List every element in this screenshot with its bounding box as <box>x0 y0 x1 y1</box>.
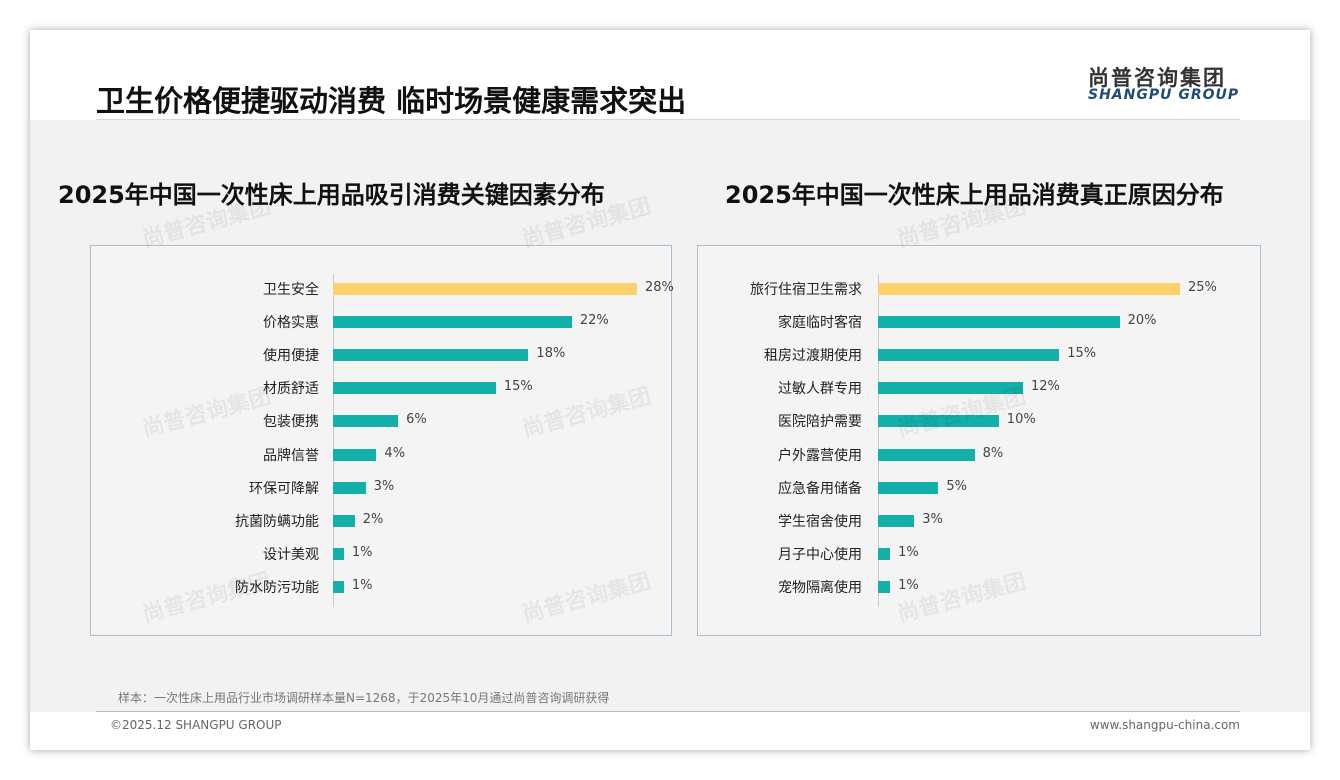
data-label: 3% <box>373 478 395 494</box>
bar <box>878 283 1180 295</box>
website-link[interactable]: www.shangpu-china.com <box>1089 718 1240 732</box>
bar-row: 医院陪护需要 10% <box>698 411 1260 431</box>
sample-note: 样本：一次性床上用品行业市场调研样本量N=1268，于2025年10月通过尚普咨… <box>118 691 610 705</box>
category-label: 宠物隔离使用 <box>778 579 862 596</box>
copyright: ©2025.12 SHANGPU GROUP <box>110 718 282 732</box>
data-label: 12% <box>1030 379 1060 395</box>
slide: 卫生价格便捷驱动消费 临时场景健康需求突出 尚普咨询集团 SHANGPU GRO… <box>30 30 1310 750</box>
category-label: 医院陪护需要 <box>778 414 862 431</box>
title-divider <box>96 119 1240 120</box>
bar-row: 设计美观 1% <box>91 544 671 564</box>
bar <box>333 283 637 295</box>
bar <box>878 481 939 494</box>
bar <box>333 382 496 395</box>
data-label: 10% <box>1006 412 1036 428</box>
category-label: 抗菌防螨功能 <box>235 513 319 530</box>
bar-row: 材质舒适 15% <box>91 378 671 398</box>
bar-row: 环保可降解 3% <box>91 478 671 498</box>
category-label: 卫生安全 <box>263 282 319 298</box>
data-label: 1% <box>351 544 373 560</box>
data-label: 15% <box>503 379 533 395</box>
bar <box>878 349 1060 362</box>
category-label: 价格实惠 <box>263 315 319 332</box>
category-label: 户外露营使用 <box>778 447 862 464</box>
data-label: 1% <box>351 577 373 593</box>
data-label: 1% <box>898 544 919 560</box>
bar-row: 防水防污功能 1% <box>91 577 671 597</box>
data-label: 25% <box>1188 280 1217 295</box>
bar-row: 旅行住宿卫生需求 25% <box>698 279 1260 299</box>
data-label: 2% <box>362 511 384 527</box>
bar <box>878 382 1023 395</box>
category-label: 环保可降解 <box>249 480 319 497</box>
category-label: 材质舒适 <box>263 381 319 398</box>
data-label: 1% <box>898 577 919 593</box>
category-label: 应急备用储备 <box>778 480 862 497</box>
category-axis <box>333 274 334 607</box>
bar-row: 卫生安全 28% <box>91 279 674 299</box>
bar-row: 户外露营使用 8% <box>698 445 1260 465</box>
chart-title-right: 2025年中国一次性床上用品消费真正原因分布 <box>725 181 1224 209</box>
bar-row: 学生宿舍使用 3% <box>698 511 1260 531</box>
data-label: 20% <box>1127 313 1157 329</box>
data-label: 22% <box>579 313 609 329</box>
category-label: 月子中心使用 <box>778 546 862 563</box>
bar <box>333 448 377 461</box>
bar <box>333 415 399 428</box>
bar-row: 品牌信誉 4% <box>91 445 671 465</box>
bar <box>878 547 891 560</box>
chart-title-left: 2025年中国一次性床上用品吸引消费关键因素分布 <box>58 181 605 209</box>
bar-row: 应急备用储备 5% <box>698 478 1260 498</box>
category-label: 设计美观 <box>263 546 319 563</box>
bar <box>333 514 355 527</box>
bar <box>878 316 1120 329</box>
bar <box>878 514 915 527</box>
bar-row: 宠物隔离使用 1% <box>698 577 1260 597</box>
chart-right: 旅行住宿卫生需求 25% 家庭临时客宿 20% 租房过渡期使用 15% 过敏人群专用 12% 医… <box>697 245 1261 636</box>
data-label: 5% <box>946 478 968 494</box>
data-label: 18% <box>536 346 566 362</box>
category-label: 过敏人群专用 <box>778 381 862 398</box>
bar <box>333 547 344 560</box>
category-label: 租房过渡期使用 <box>764 348 862 365</box>
category-label: 旅行住宿卫生需求 <box>750 282 862 298</box>
bar-row: 过敏人群专用 12% <box>698 378 1260 398</box>
bar <box>878 580 891 593</box>
bar-row: 价格实惠 22% <box>91 312 671 332</box>
bar-row: 使用便捷 18% <box>91 345 671 365</box>
data-label: 3% <box>922 511 943 527</box>
chart-left: 卫生安全 28% 价格实惠 22% 使用便捷 18% 材质舒适 15% 包装便携 6% 品牌信誉 4%… <box>90 245 674 636</box>
bar-row: 月子中心使用 1% <box>698 544 1260 564</box>
bar <box>333 316 572 329</box>
bar-row: 包装便携 6% <box>91 411 671 431</box>
bar <box>878 415 999 428</box>
bar-row: 抗菌防螨功能 2% <box>91 511 671 531</box>
page-title: 卫生价格便捷驱动消费 临时场景健康需求突出 <box>96 84 687 118</box>
logo-chinese: 尚普咨询集团 <box>1088 66 1226 90</box>
category-axis <box>878 274 879 607</box>
category-label: 使用便捷 <box>263 348 319 365</box>
category-label: 家庭临时客宿 <box>778 315 862 332</box>
category-label: 防水防污功能 <box>235 579 319 596</box>
data-label: 6% <box>406 412 427 428</box>
data-label: 4% <box>384 445 406 461</box>
bar <box>333 481 366 494</box>
bar <box>878 448 975 461</box>
category-label: 包装便携 <box>263 414 319 431</box>
bar-row: 家庭临时客宿 20% <box>698 312 1260 332</box>
category-label: 学生宿舍使用 <box>778 513 862 530</box>
bar <box>333 580 344 593</box>
data-label: 15% <box>1067 346 1097 362</box>
data-label: 28% <box>645 280 674 295</box>
category-label: 品牌信誉 <box>263 447 319 464</box>
data-label: 8% <box>982 445 1004 461</box>
bar-row: 租房过渡期使用 15% <box>698 345 1260 365</box>
logo-english: SHANGPU GROUP <box>1088 87 1240 103</box>
bar <box>333 349 529 362</box>
footer-divider <box>96 711 1240 712</box>
